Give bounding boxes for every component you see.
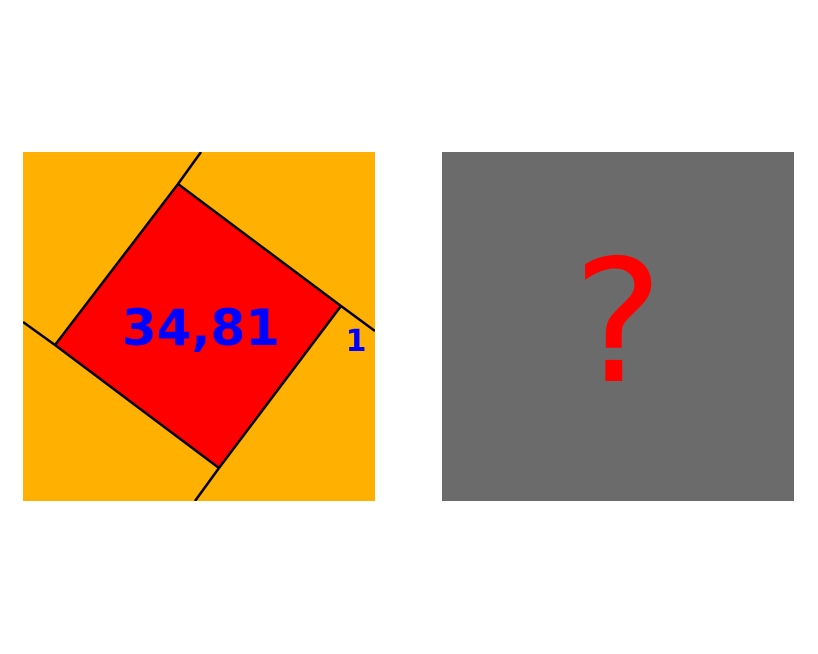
divider-line-top [176,152,203,185]
divider-line-bottom [193,467,221,501]
inner-square [55,184,341,468]
side-length-label: 1 [346,324,367,359]
divider-line-right [340,304,375,333]
square-figure-panel: 34,81 1 [23,152,375,501]
question-mark: ? [572,223,664,422]
inner-edge-top-left [54,183,179,346]
divider-line-left [23,320,56,347]
inner-edge-bottom-left [54,344,220,469]
inner-edge-top-right [177,182,342,308]
inner-edge-bottom-right [218,305,342,469]
square-figure: 34,81 1 [23,152,375,501]
inner-square-value: 34,81 [122,299,280,357]
unknown-panel: ? [442,152,794,501]
